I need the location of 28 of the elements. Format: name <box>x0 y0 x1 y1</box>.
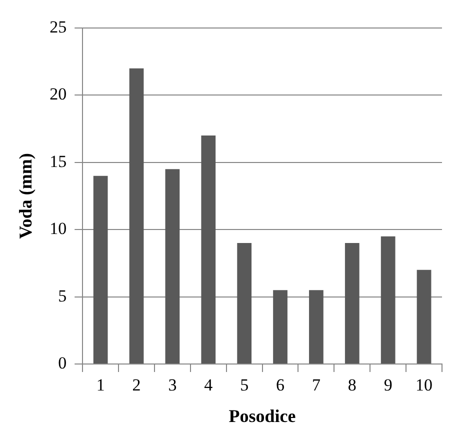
x-tick-label: 2 <box>132 376 141 395</box>
x-tick-label: 3 <box>168 376 177 395</box>
bar <box>380 236 396 364</box>
bar <box>416 270 432 364</box>
bar <box>165 169 180 364</box>
x-tick-label: 10 <box>416 376 433 395</box>
x-tick-label: 7 <box>312 376 321 395</box>
x-axis-title: Posodice <box>228 406 296 426</box>
bar <box>93 176 108 364</box>
y-tick-label: 0 <box>58 353 67 372</box>
y-tick-label: 15 <box>50 152 67 171</box>
y-tick-label: 25 <box>50 17 67 36</box>
y-axis-title: Voda (mm) <box>15 153 36 239</box>
bar <box>273 290 288 364</box>
x-tick-label: 1 <box>96 376 105 395</box>
x-tick-label: 8 <box>348 376 356 395</box>
bar <box>344 243 360 364</box>
bar <box>309 290 324 364</box>
x-tick-label: 6 <box>276 376 285 395</box>
y-tick-label: 5 <box>58 286 67 306</box>
x-tick-label: 5 <box>240 376 249 395</box>
y-tick-label: 10 <box>50 219 67 238</box>
bar <box>129 68 144 364</box>
x-tick-label: 4 <box>204 376 214 395</box>
bar <box>201 136 216 364</box>
x-tick-label: 9 <box>384 376 392 395</box>
y-tick-label: 20 <box>50 84 67 104</box>
bar <box>237 243 252 364</box>
